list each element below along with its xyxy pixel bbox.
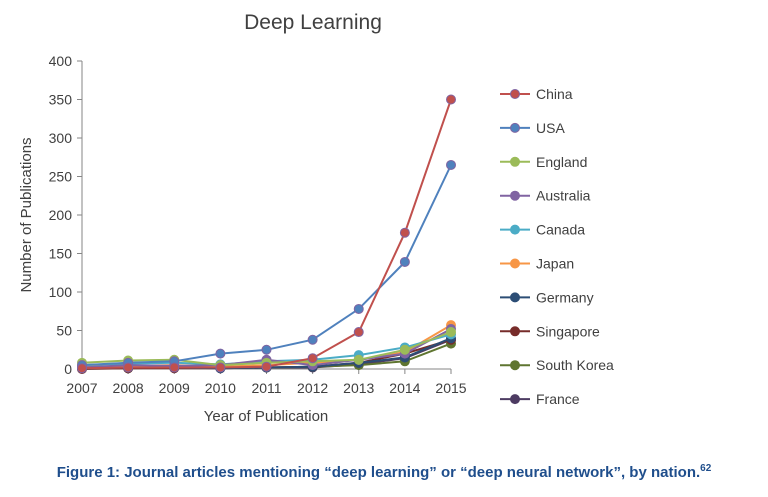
legend-label: Canada	[536, 222, 585, 238]
data-point-china	[215, 362, 226, 373]
legend-swatch-marker	[510, 258, 520, 269]
data-point-usa	[307, 334, 318, 345]
legend-item-usa: USA	[500, 120, 565, 136]
y-tick-label: 100	[49, 284, 73, 300]
legend-item-canada: Canada	[500, 222, 585, 238]
legend-swatch-marker	[510, 326, 520, 337]
x-tick-label: 2014	[389, 380, 420, 396]
data-point-china	[261, 361, 272, 372]
caption-text: Figure 1: Journal articles mentioning “d…	[56, 464, 701, 481]
legend-item-singapore: Singapore	[500, 323, 600, 339]
legend-swatch-marker	[510, 394, 520, 405]
line-chart: Deep Learning 0 50 100 150 200 250 300 350 400 20…	[18, 11, 614, 425]
x-tick-label: 2010	[205, 380, 236, 396]
y-tick-label: 300	[49, 130, 73, 146]
y-tick-label: 0	[64, 361, 72, 377]
legend-item-germany: Germany	[500, 289, 594, 305]
legend-label: Germany	[536, 289, 594, 305]
legend-swatch-marker	[510, 89, 520, 99]
legend-swatch-marker	[510, 360, 520, 371]
y-tick-label: 200	[49, 207, 73, 223]
data-point-china	[307, 353, 318, 364]
series-line-usa	[81, 164, 452, 367]
x-tick-label: 2011	[251, 380, 281, 396]
legend-item-japan: Japan	[500, 256, 574, 272]
data-point-england	[446, 327, 456, 338]
data-point-england	[353, 354, 364, 365]
legend-item-australia: Australia	[500, 188, 591, 204]
y-tick-label: 50	[56, 323, 72, 339]
data-point-china	[169, 362, 180, 373]
x-tick-label: 2013	[343, 380, 374, 396]
x-tick-label: 2009	[159, 380, 190, 396]
legend-swatch-marker	[510, 224, 520, 235]
figure-caption: Figure 1: Journal articles mentioning “d…	[0, 463, 768, 481]
x-tick-label: 2007	[66, 380, 97, 396]
legend-label: USA	[536, 120, 565, 136]
y-axis-label: Number of Publications	[18, 137, 35, 292]
y-tick-label: 150	[49, 246, 73, 262]
data-point-usa	[353, 303, 364, 314]
data-point-england	[399, 344, 410, 355]
legend-item-china: China	[500, 86, 573, 102]
series-usa	[77, 159, 456, 371]
legend-label: Singapore	[536, 323, 600, 339]
caption-reference: 62	[700, 463, 712, 474]
series-line-china	[81, 99, 452, 370]
data-point-china	[77, 363, 87, 374]
legend-label: France	[536, 391, 580, 407]
legend-swatch-marker	[510, 156, 520, 167]
y-tick-label: 250	[49, 169, 73, 185]
data-point-usa	[399, 256, 410, 267]
legend-item-south-korea: South Korea	[500, 357, 614, 373]
data-point-usa	[215, 348, 226, 359]
data-point-usa	[446, 159, 456, 170]
legend-label: England	[536, 154, 587, 170]
y-tick-label: 350	[49, 92, 73, 108]
legend-item-france: France	[500, 391, 580, 407]
data-point-usa	[261, 344, 272, 355]
x-tick-label: 2012	[297, 380, 328, 396]
legend-label: China	[536, 86, 573, 102]
legend-swatch-marker	[510, 292, 520, 303]
legend-label: Japan	[536, 256, 574, 272]
data-point-china	[353, 327, 364, 338]
legend-label: Australia	[536, 188, 591, 204]
series-china	[77, 94, 456, 374]
legend-label: South Korea	[536, 357, 614, 373]
legend-swatch-marker	[510, 122, 520, 133]
chart-title: Deep Learning	[244, 11, 382, 34]
x-axis-label: Year of Publication	[204, 408, 329, 425]
legend: China USA England Australia Canada Japan Germa…	[500, 86, 614, 407]
y-tick-label: 400	[49, 53, 73, 69]
legend-swatch-marker	[510, 190, 520, 201]
data-point-china	[123, 362, 134, 373]
legend-item-england: England	[500, 154, 587, 170]
data-point-china	[399, 227, 410, 238]
data-point-china	[446, 94, 456, 105]
x-tick-label: 2015	[435, 380, 466, 396]
x-tick-label: 2008	[113, 380, 144, 396]
